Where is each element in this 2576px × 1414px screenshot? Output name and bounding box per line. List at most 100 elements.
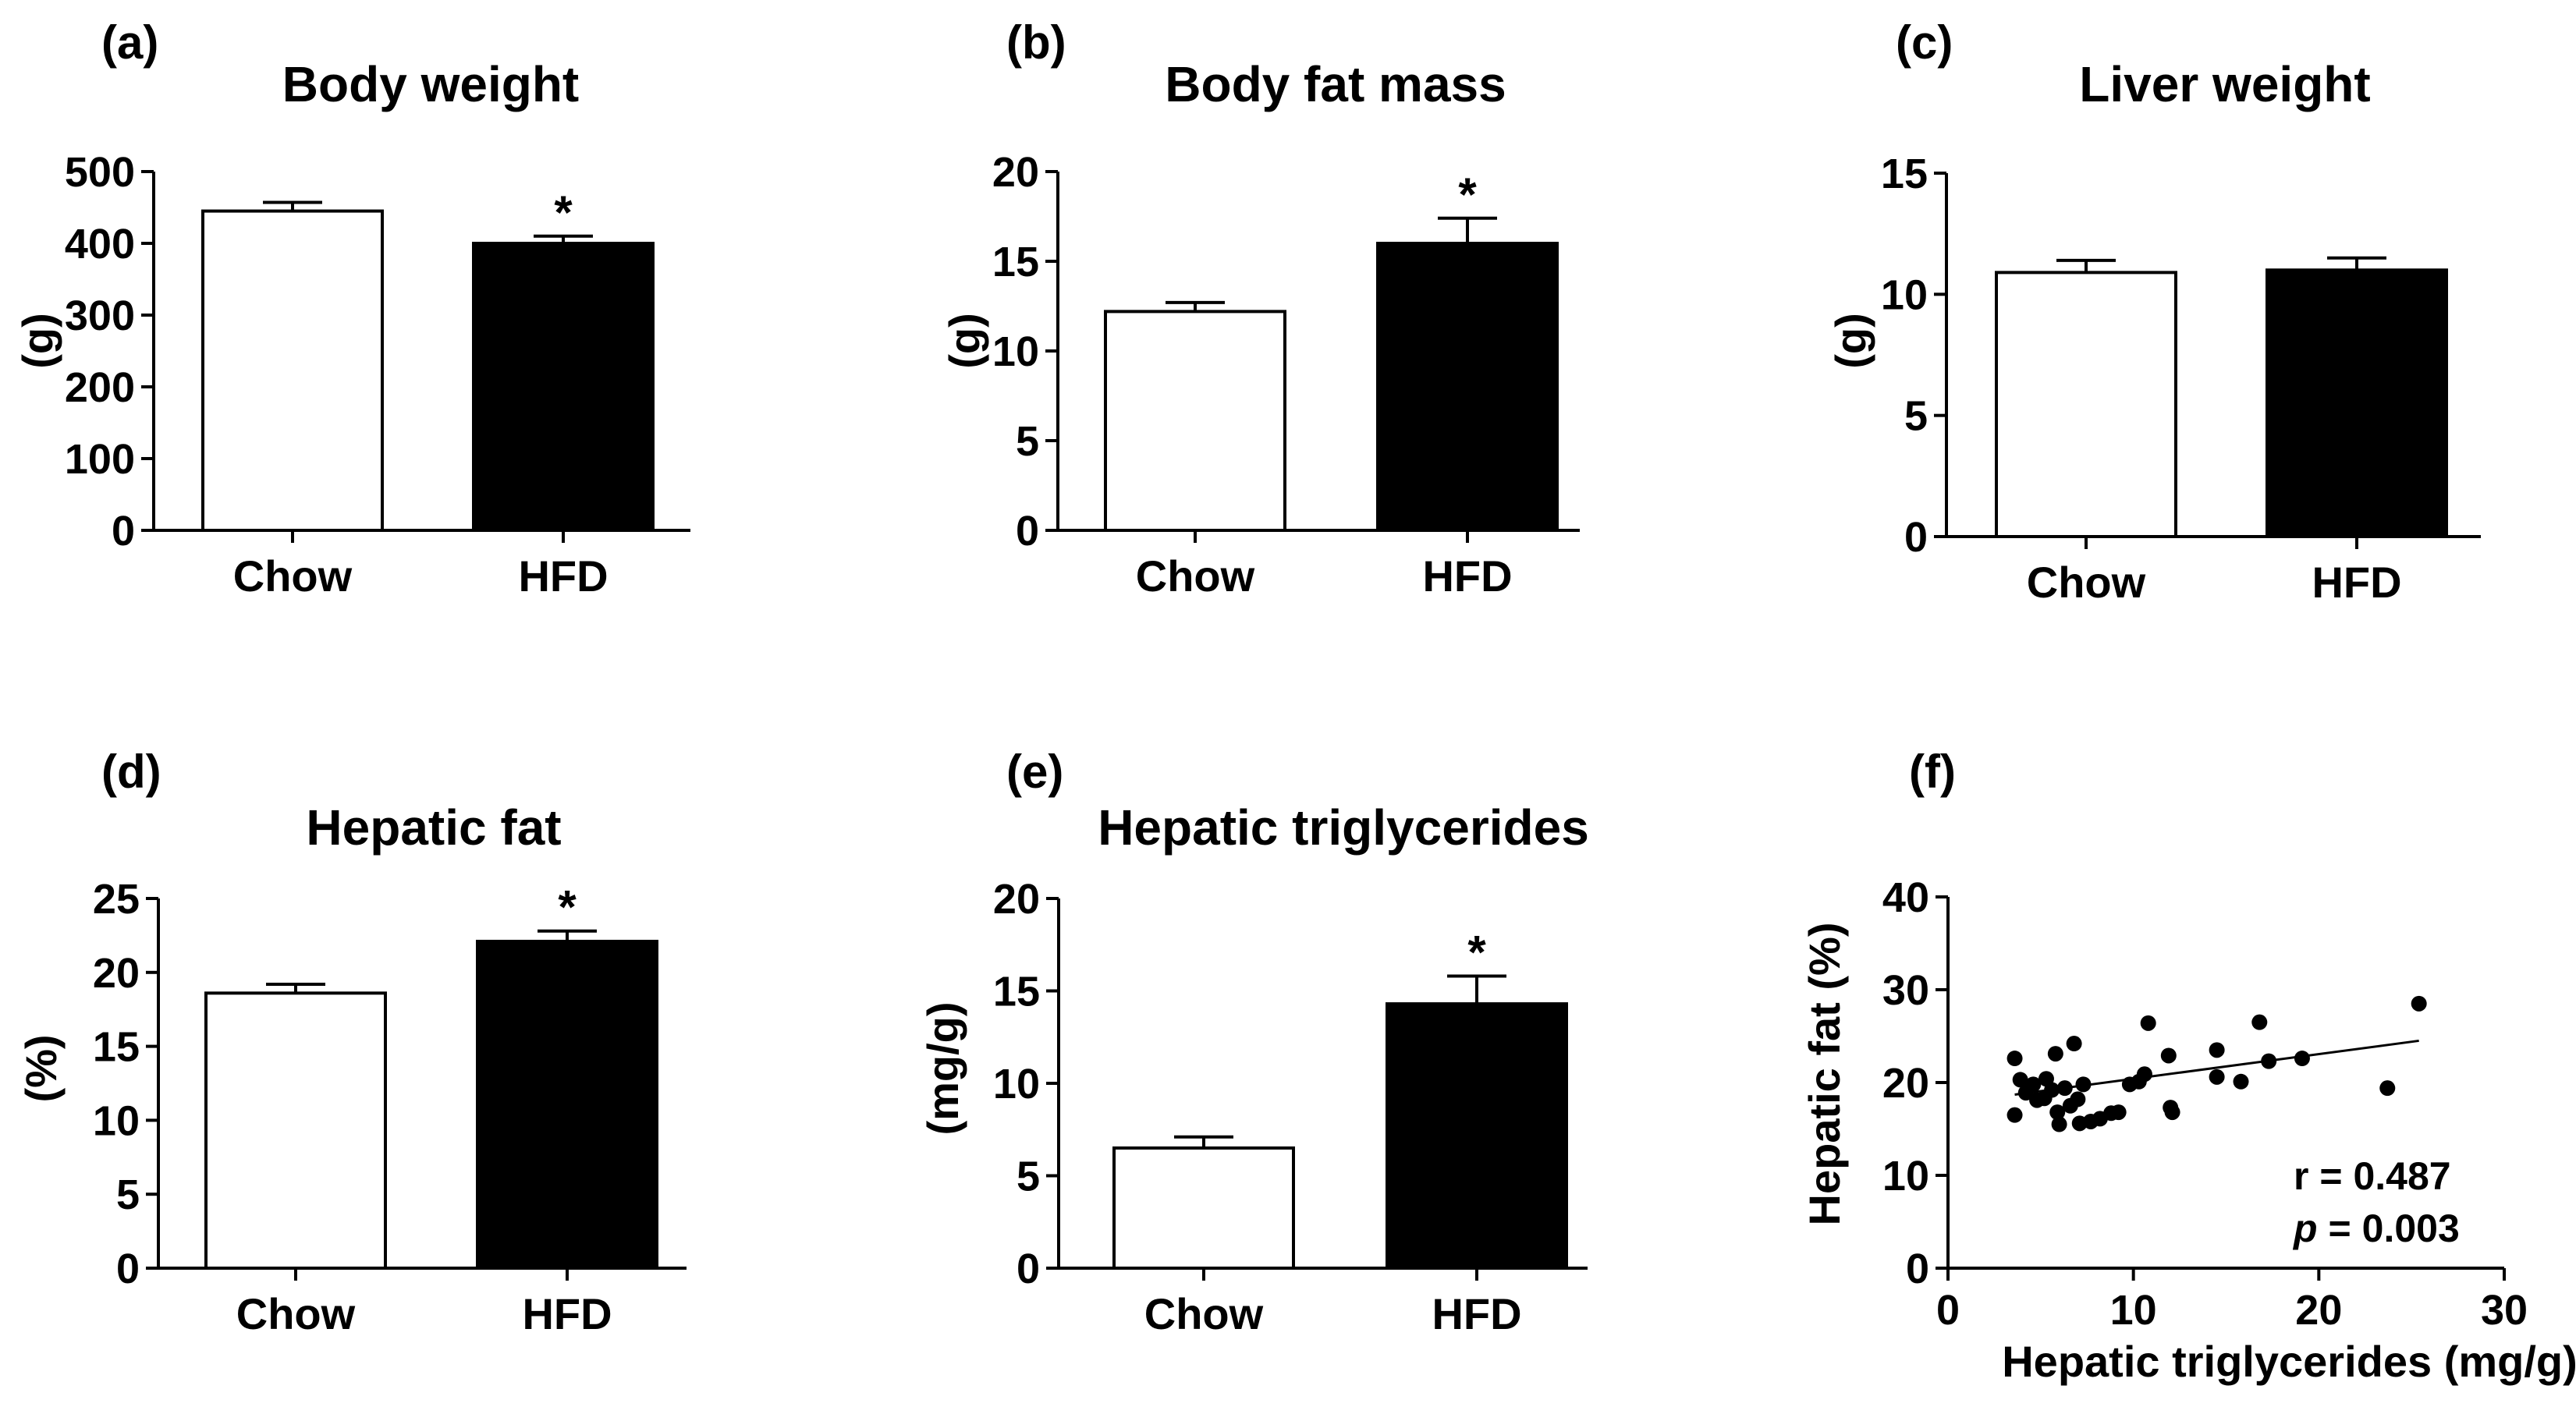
- chart-title: Body fat mass: [1165, 56, 1506, 112]
- panel-e-hepatic-triglycerides: (e) Hepatic triglycerides (mg/g) 0 5 10 15 2…: [918, 746, 1589, 1338]
- scatter-point: [2251, 1014, 2268, 1030]
- scatter-point: [2047, 1046, 2063, 1062]
- category-label-hfd: HFD: [522, 1289, 612, 1338]
- y-tick-label: 10: [1882, 1153, 1929, 1200]
- x-tick-label: 20: [2295, 1287, 2342, 1334]
- y-tick-label: 5: [116, 1171, 140, 1218]
- panel-label: (f): [1909, 746, 1956, 798]
- category-label-hfd: HFD: [2312, 558, 2401, 607]
- panel-a-body-weight: (a) Body weight (g) 0 100 200 300 400 500 Chow…: [13, 16, 690, 601]
- scatter-point: [2075, 1076, 2092, 1093]
- y-tick-label: 25: [93, 876, 140, 923]
- y-axis-label: (g): [1826, 313, 1875, 369]
- category-label-chow: Chow: [1136, 551, 1255, 601]
- panel-label: (d): [101, 746, 161, 798]
- significance-marker: *: [558, 881, 577, 934]
- y-tick-label: 0: [116, 1246, 140, 1292]
- x-axis-label: Hepatic triglycerides (mg/g): [2002, 1337, 2576, 1386]
- category-label-chow: Chow: [2027, 558, 2146, 607]
- scatter-point: [2049, 1104, 2066, 1121]
- r-value-annotation: r = 0.487: [2294, 1154, 2451, 1198]
- scatter-point: [2140, 1015, 2156, 1031]
- x-tick-label: 30: [2481, 1287, 2528, 1334]
- y-tick-label: 20: [993, 876, 1040, 923]
- scatter-point: [2160, 1047, 2177, 1064]
- y-axis-label: Hepatic fat (%): [1800, 923, 1849, 1226]
- scatter-point: [2136, 1066, 2152, 1083]
- p-symbol: p: [2292, 1207, 2318, 1250]
- significance-marker: *: [1467, 927, 1486, 979]
- y-axis-label: (g): [940, 313, 989, 369]
- bar-hfd: [476, 939, 658, 1270]
- bar-chow: [201, 209, 384, 532]
- y-tick-label: 500: [65, 149, 135, 196]
- bar-hfd: [472, 242, 655, 532]
- significance-marker: *: [554, 186, 573, 239]
- bar-chow: [1104, 310, 1286, 532]
- scatter-point: [2025, 1076, 2042, 1093]
- category-label-hfd: HFD: [1422, 551, 1512, 601]
- category-label-chow: Chow: [236, 1289, 356, 1338]
- y-axis-label: (%): [16, 1034, 66, 1102]
- chart-title: Body weight: [282, 56, 579, 112]
- panel-d-hepatic-fat: (d) Hepatic fat (%) 0 5 10 15 20 25 Chow HFD *: [16, 746, 687, 1338]
- scatter-point: [2012, 1072, 2028, 1088]
- y-tick-label: 30: [1882, 967, 1929, 1014]
- x-tick-label: 0: [1936, 1287, 1960, 1334]
- y-tick-label: 5: [1904, 393, 1928, 440]
- y-tick-label: 20: [992, 149, 1039, 196]
- scatter-point: [2007, 1107, 2023, 1123]
- y-tick-label: 10: [993, 1061, 1040, 1107]
- chart-title: Hepatic fat: [306, 799, 561, 856]
- y-tick-label: 10: [992, 328, 1039, 375]
- p-value: = 0.003: [2329, 1207, 2460, 1250]
- bar-hfd: [1376, 242, 1559, 532]
- y-tick-label: 5: [1016, 418, 1039, 465]
- y-tick-label: 0: [1904, 514, 1928, 561]
- y-tick-label: 15: [93, 1024, 140, 1071]
- bar-chow: [204, 991, 387, 1270]
- y-tick-label: 400: [65, 221, 135, 268]
- scatter-point: [2209, 1042, 2225, 1058]
- y-tick-label: 40: [1882, 874, 1929, 921]
- scatter-point: [2379, 1080, 2396, 1097]
- scatter-point: [2066, 1036, 2082, 1052]
- scatter-point: [2044, 1082, 2060, 1098]
- scatter-point: [2056, 1080, 2073, 1097]
- y-tick-label: 0: [1016, 508, 1039, 555]
- y-tick-label: 5: [1017, 1154, 1040, 1200]
- scatter-point: [2294, 1051, 2310, 1067]
- scatter-point: [2261, 1053, 2277, 1069]
- y-tick-label: 20: [93, 950, 140, 997]
- category-label-hfd: HFD: [518, 551, 608, 601]
- scatter-point: [2007, 1051, 2023, 1067]
- scatter-point: [2110, 1104, 2127, 1121]
- panel-f-correlation-scatter: (f) Hepatic fat (%) Hepatic triglyceride…: [1800, 746, 2576, 1386]
- y-axis-label: (g): [13, 313, 62, 369]
- y-tick-label: 15: [993, 969, 1040, 1015]
- panel-label: (a): [101, 16, 158, 69]
- scatter-point: [2411, 995, 2427, 1012]
- y-tick-label: 0: [1906, 1246, 1929, 1292]
- scatter-point: [2233, 1073, 2249, 1090]
- category-label-chow: Chow: [233, 551, 353, 601]
- panel-label: (b): [1006, 16, 1066, 69]
- y-tick-label: 10: [93, 1097, 140, 1144]
- p-value-annotation: p = 0.003: [2292, 1207, 2460, 1250]
- category-label-hfd: HFD: [1432, 1289, 1521, 1338]
- y-tick-label: 15: [1881, 151, 1928, 197]
- chart-title: Hepatic triglycerides: [1098, 799, 1589, 856]
- bar-hfd: [2266, 268, 2448, 538]
- bar-chow: [1112, 1146, 1295, 1270]
- panel-c-liver-weight: (c) Liver weight (g) 0 5 10 15 Chow HFD: [1826, 16, 2481, 607]
- y-tick-label: 300: [65, 292, 135, 339]
- y-tick-label: 15: [992, 239, 1039, 285]
- panel-b-body-fat-mass: (b) Body fat mass (g) 0 5 10 15 20 Chow HFD *: [940, 16, 1580, 601]
- y-tick-label: 20: [1882, 1060, 1929, 1107]
- y-tick-label: 0: [112, 508, 135, 555]
- y-axis-label: (mg/g): [918, 1001, 967, 1135]
- y-tick-label: 100: [65, 436, 135, 483]
- scatter-point: [2209, 1068, 2225, 1085]
- bar-chow: [1995, 271, 2177, 538]
